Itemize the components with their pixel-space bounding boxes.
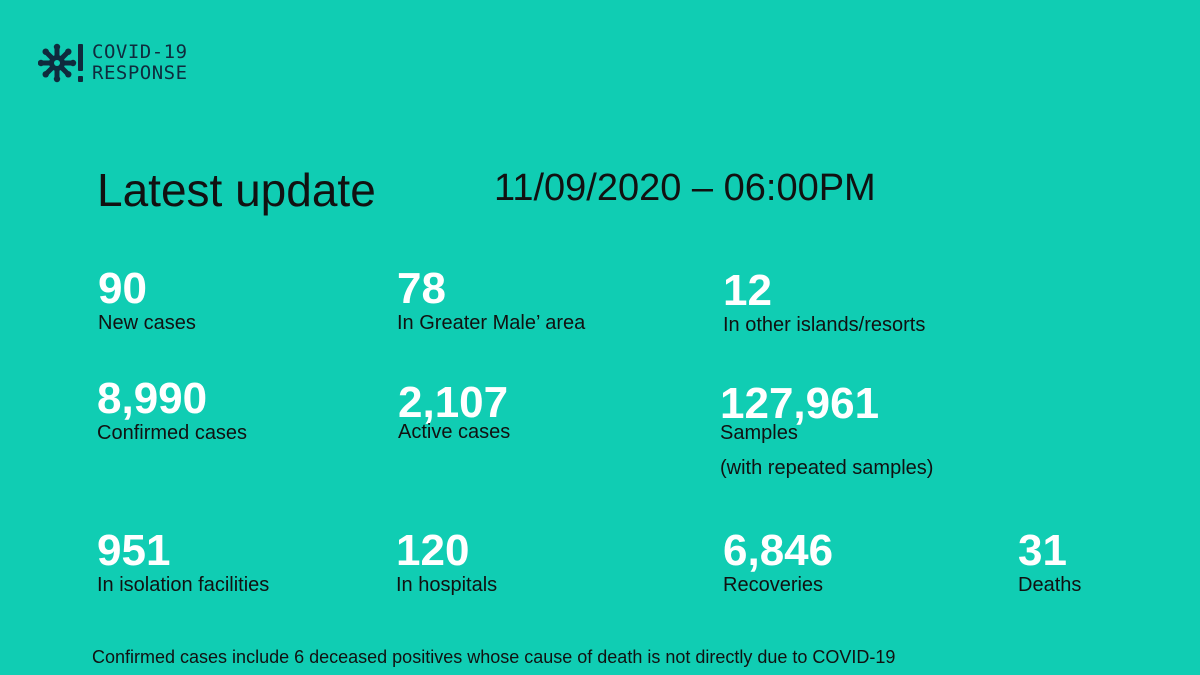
stat-value: 12: [723, 266, 772, 315]
stat-isolation: 951 In isolation facilities: [97, 528, 269, 598]
logo-line-2: RESPONSE: [92, 62, 188, 84]
stat-value: 120: [396, 526, 470, 575]
logo-line-1: COVID-19: [92, 41, 188, 63]
stat-label: In other islands/resorts: [723, 314, 926, 336]
stat-value: 6,846: [723, 526, 834, 575]
stat-label: Recoveries: [723, 574, 824, 596]
stat-label: Samples: [720, 422, 798, 444]
stat-deaths: 31 Deaths: [1018, 528, 1081, 598]
stat-value: 127,961: [720, 379, 880, 428]
stat-label: New cases: [98, 312, 196, 334]
stat-note: (with repeated samples): [720, 457, 934, 479]
logo: COVID-19 RESPONSE: [38, 40, 188, 86]
stat-hospitals: 120 In hospitals: [396, 528, 497, 598]
stat-confirmed: 8,990 Confirmed cases: [97, 376, 247, 446]
stat-greater-male: 78 In Greater Male’ area: [397, 266, 585, 336]
logo-text: COVID-19 RESPONSE: [92, 42, 188, 84]
stat-new-cases: 90 New cases: [98, 266, 196, 336]
stat-value: 31: [1018, 526, 1067, 575]
stat-value: 78: [397, 264, 446, 313]
stat-label: In hospitals: [396, 574, 498, 596]
stat-value: 951: [97, 526, 171, 575]
stat-active: 2,107 Active cases: [398, 380, 510, 445]
stat-label: In isolation facilities: [97, 574, 270, 596]
virus-alert-icon: [38, 43, 83, 83]
update-datetime: 11/09/2020 – 06:00PM: [494, 167, 876, 209]
stat-samples: 127,961 Samples (with repeated samples): [720, 381, 933, 481]
stat-value: 8,990: [97, 374, 208, 423]
stat-recoveries: 6,846 Recoveries: [723, 528, 833, 598]
footnote: Confirmed cases include 6 deceased posit…: [92, 647, 896, 667]
stat-label: In Greater Male’ area: [397, 312, 586, 334]
stat-label: Confirmed cases: [97, 422, 248, 444]
stat-label: Deaths: [1018, 574, 1082, 596]
stat-value: 90: [98, 264, 147, 313]
stat-label: Active cases: [398, 421, 511, 443]
stat-other-islands: 12 In other islands/resorts: [723, 268, 925, 338]
page-title: Latest update: [97, 164, 376, 216]
stat-value: 2,107: [398, 378, 509, 427]
